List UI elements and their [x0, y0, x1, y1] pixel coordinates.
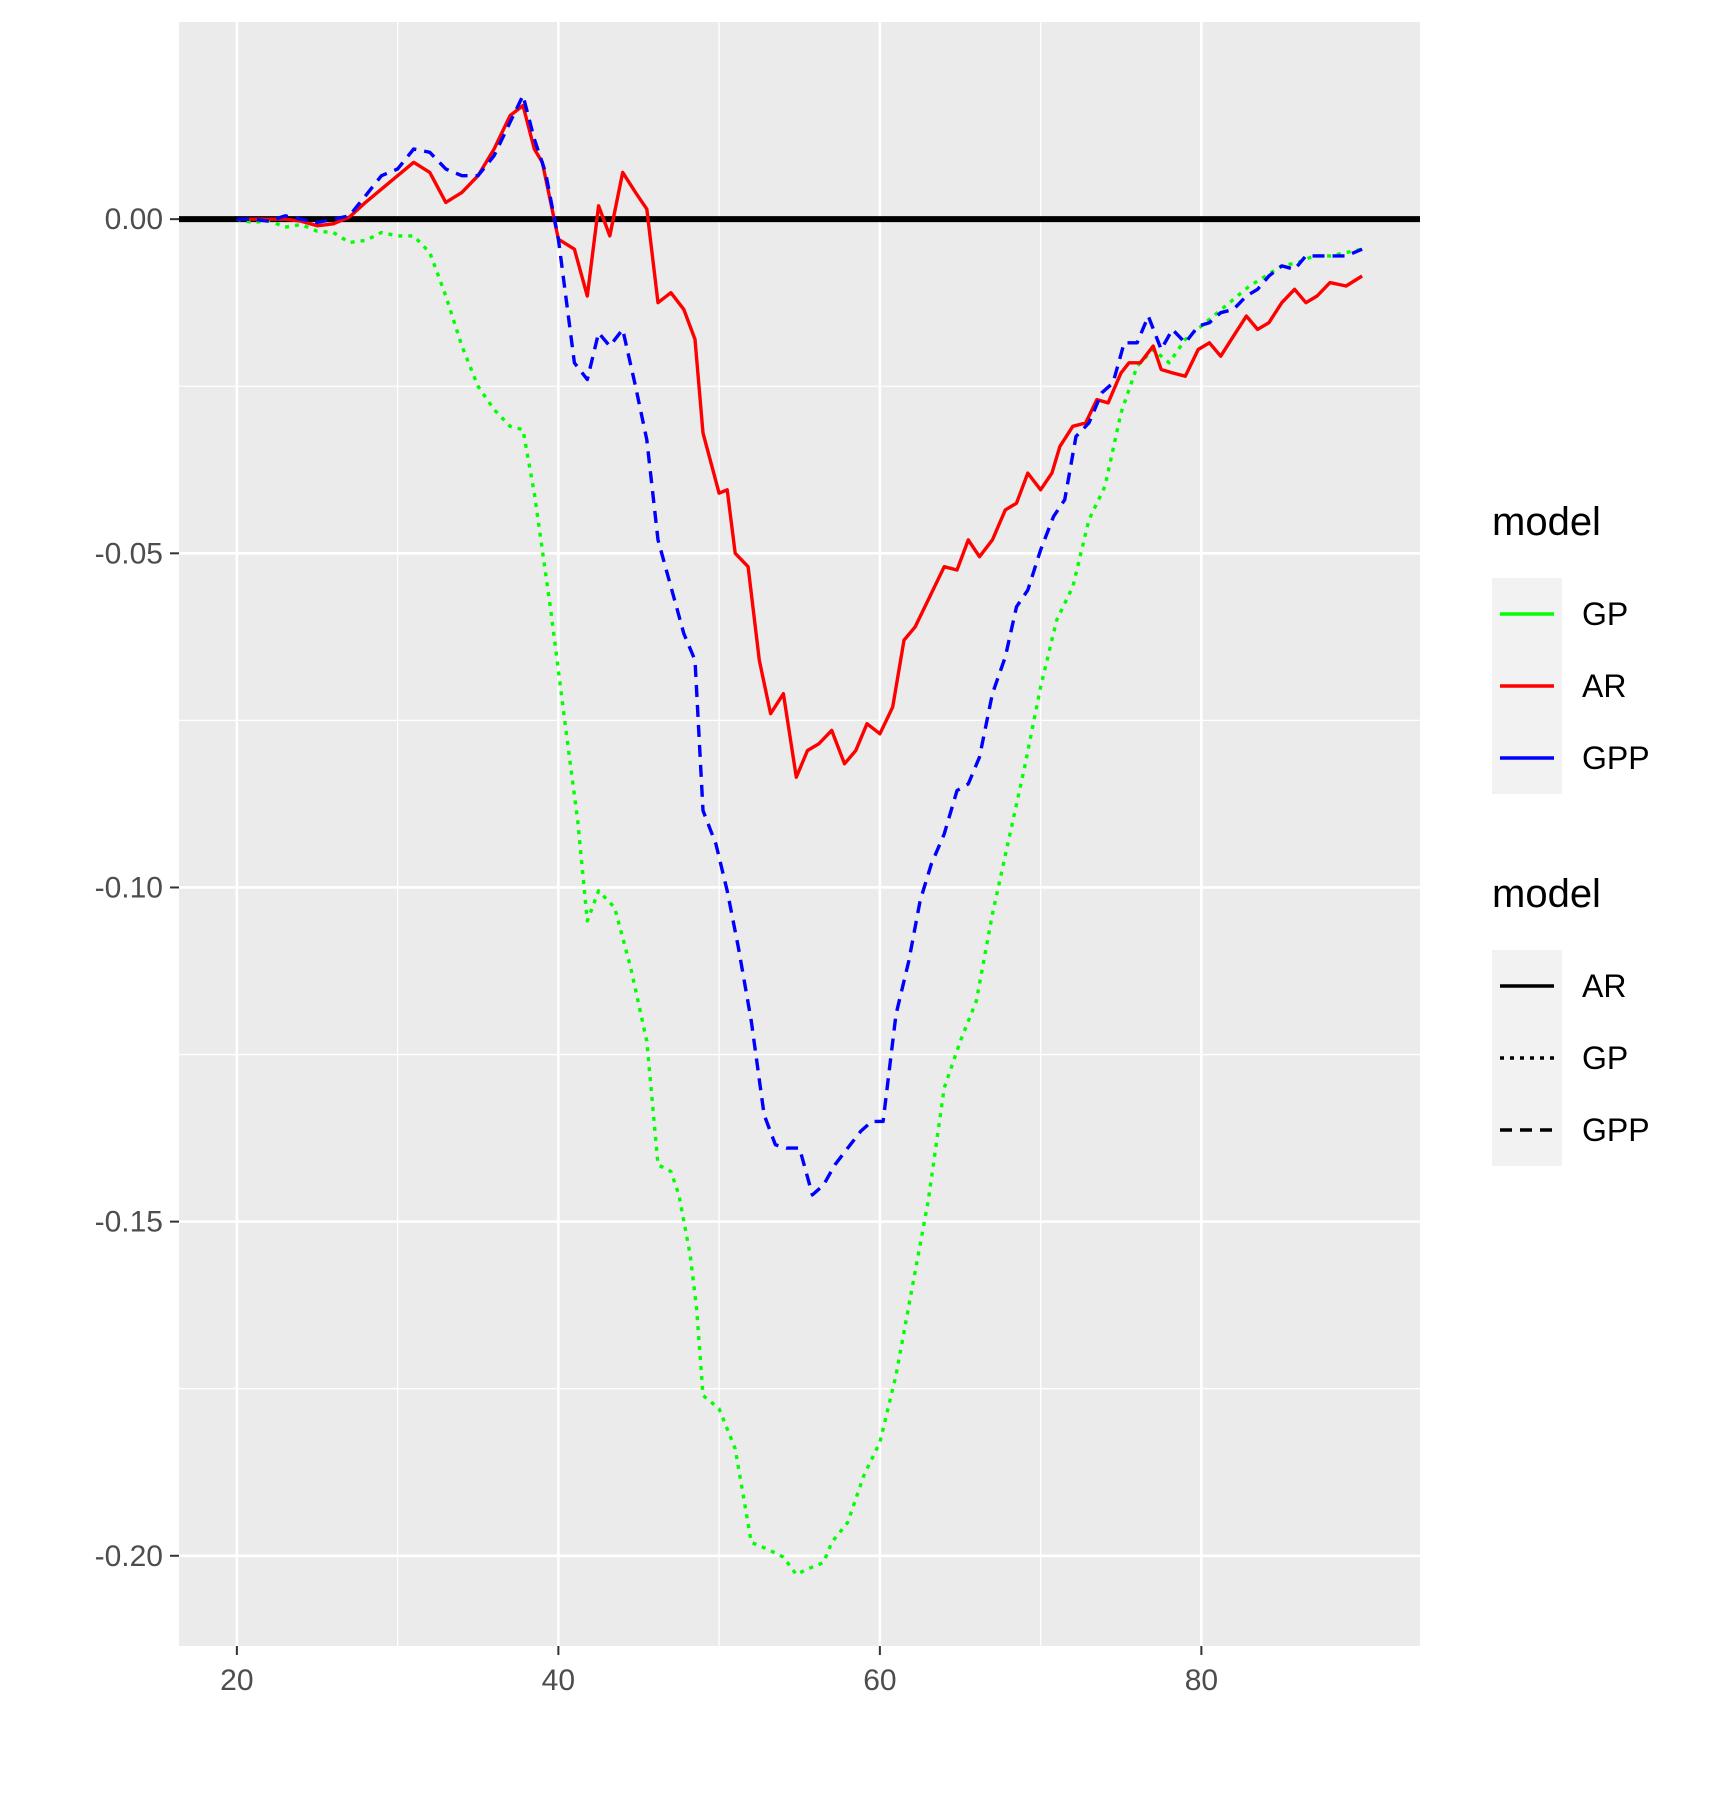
y-tick-label: -0.05 — [95, 537, 163, 570]
x-tick-label: 40 — [542, 1664, 575, 1697]
legend-label: GPP — [1582, 740, 1650, 776]
series-line-gp — [236, 217, 1363, 1577]
minor-gridlines — [179, 22, 1420, 1646]
series-line-ar — [236, 103, 1364, 779]
y-tick-label: -0.10 — [95, 871, 163, 904]
legend-label: AR — [1582, 668, 1626, 704]
series-line-gpp — [236, 93, 1363, 1197]
y-tick-label: 0.00 — [105, 203, 163, 236]
legend-label: GP — [1582, 596, 1628, 632]
x-axis: 20 40 60 80 — [220, 1646, 1218, 1697]
x-tick-label: 60 — [863, 1664, 896, 1697]
legends: model GP AR GPP model AR GP GPP — [1492, 500, 1650, 1166]
series-lines — [236, 93, 1364, 1577]
x-tick-label: 20 — [220, 1664, 253, 1697]
x-tick-label: 80 — [1185, 1664, 1218, 1697]
legend-title: model — [1492, 500, 1601, 544]
plot-panel — [179, 22, 1420, 1646]
legend-label: GPP — [1582, 1112, 1650, 1148]
legend-label: GP — [1582, 1040, 1628, 1076]
y-tick-label: -0.15 — [95, 1206, 163, 1239]
y-tick-label: -0.20 — [95, 1540, 163, 1573]
y-axis: 0.00 -0.05 -0.10 -0.15 -0.20 — [95, 203, 179, 1573]
legend-title: model — [1492, 872, 1601, 916]
legend-label: AR — [1582, 968, 1626, 1004]
